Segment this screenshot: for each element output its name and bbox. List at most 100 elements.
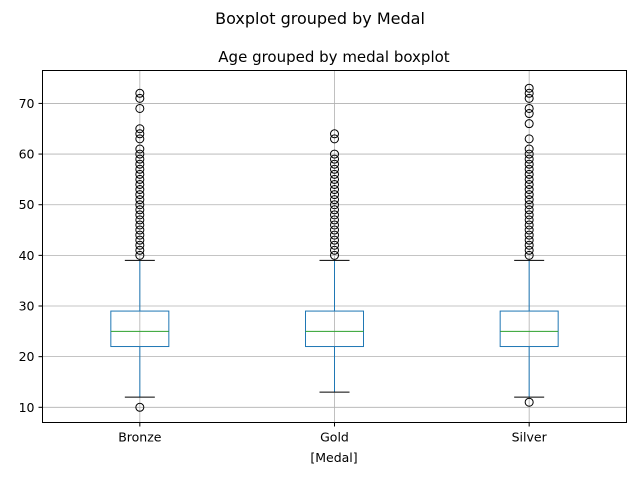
flier-point [135,402,145,412]
flier-point [135,205,145,215]
flier-point [135,190,145,200]
flier-point [330,200,339,210]
y-tick-label: 70 [19,96,35,111]
flier-point [524,250,534,260]
y-tick-label: 30 [19,299,35,314]
flier-point [524,190,534,200]
box-group-bronze [110,88,170,412]
flier-point [330,235,339,245]
flier-point [135,245,145,255]
flier-point [135,235,145,245]
flier-point [330,174,339,184]
y-tick-label: 20 [19,349,35,364]
flier-point [135,124,145,134]
flier-point [330,195,339,205]
flier-point [524,215,534,225]
x-tick-label: Bronze [118,430,162,445]
flier-point [524,83,534,93]
flier-point [330,210,339,220]
flier-point [135,88,145,98]
flier-point [524,144,534,154]
flier-point [524,235,534,245]
flier-point [135,230,145,240]
box-group-silver [499,83,559,407]
box-series [110,83,559,412]
flier-point [524,200,534,210]
flier-point [135,195,145,205]
flier-point [135,174,145,184]
flier-point [330,215,339,225]
flier-point [330,220,339,230]
flier-point [330,179,339,189]
flier-point [135,215,145,225]
flier-point [330,245,339,255]
x-tick-label: Gold [320,430,349,445]
flier-point [524,230,534,240]
iqr-box [305,310,364,348]
flier-point [135,144,145,154]
flier-point [135,159,145,169]
flier-point [524,397,534,407]
flier-point [135,134,145,144]
flier-point [524,149,534,159]
figure-suptitle: Boxplot grouped by Medal [215,9,425,28]
flier-point [135,93,145,103]
flier-point [524,154,534,164]
flier-point [330,205,339,215]
flier-point [330,190,339,200]
flier-point [330,149,339,159]
flier-point [524,240,534,250]
flier-point [524,174,534,184]
flier-point [524,134,534,144]
iqr-box [110,310,170,348]
y-tick-label: 50 [19,197,35,212]
flier-point [135,149,145,159]
flier-point [524,109,534,119]
flier-point [135,164,145,174]
y-tick-label: 40 [19,248,35,263]
flier-point [135,154,145,164]
flier-point [330,250,339,260]
flier-point [330,240,339,250]
flier-point [135,200,145,210]
flier-point [524,169,534,179]
flier-point [135,225,145,235]
flier-point [524,205,534,215]
axes-frame [42,70,627,423]
flier-point [135,250,145,260]
flier-point [524,88,534,98]
flier-point [330,230,339,240]
flier-point [524,195,534,205]
flier-point [330,185,339,195]
flier-point [524,119,534,129]
flier-point [524,179,534,189]
flier-point [524,93,534,103]
flier-point [135,129,145,139]
flier-point [135,179,145,189]
y-tick-label: 10 [19,400,35,415]
flier-point [135,220,145,230]
flier-point [524,245,534,255]
axis-ticks: 10 20 30 40 50 60 70 Bronze Gold Silver [19,96,548,445]
flier-point [330,154,339,164]
flier-point [135,185,145,195]
flier-point [135,103,145,113]
flier-point [330,134,339,144]
flier-point [330,159,339,169]
iqr-box [499,310,559,348]
flier-point [524,103,534,113]
flier-point [524,164,534,174]
flier-point [330,169,339,179]
flier-point [524,225,534,235]
flier-point [524,210,534,220]
flier-point [330,225,339,235]
flier-point [330,164,339,174]
y-tick-label: 60 [19,147,35,162]
flier-point [135,210,145,220]
flier-point [135,169,145,179]
axes-title: Age grouped by medal boxplot [218,48,449,66]
flier-point [524,159,534,169]
flier-point [524,185,534,195]
